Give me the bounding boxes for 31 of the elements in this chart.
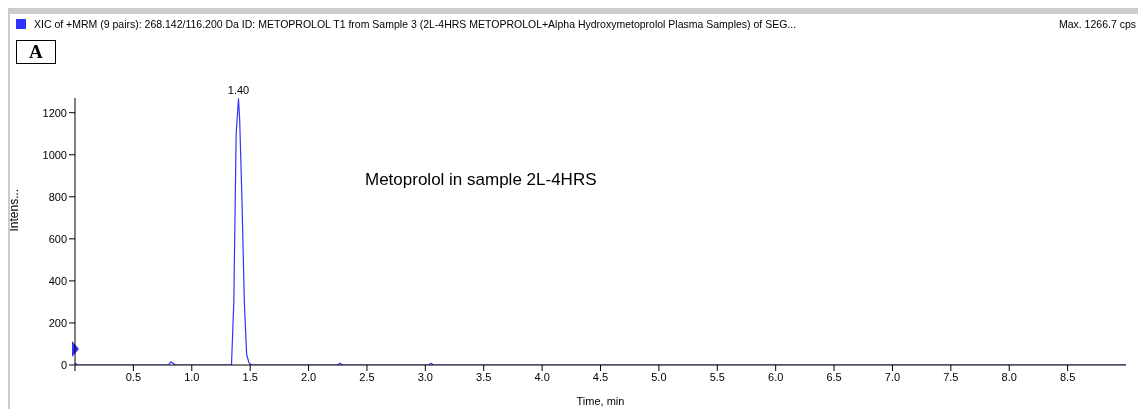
x-tick-label: 1.5 — [242, 370, 258, 383]
x-tick-label: 8.5 — [1059, 370, 1076, 383]
x-tick-label: 5.5 — [709, 370, 725, 383]
y-tick-label: 600 — [48, 232, 67, 245]
x-tick-label: 7.0 — [884, 370, 901, 383]
x-tick-label: 3.0 — [417, 370, 433, 383]
y-tick-label: 1000 — [42, 148, 67, 161]
y-tick-label: 400 — [48, 274, 67, 287]
annotation: Metoprolol in sample 2L-4HRS — [365, 170, 597, 190]
y-tick-label: 800 — [48, 190, 67, 203]
x-tick-label: 3.5 — [476, 370, 492, 383]
y-tick-label: 0 — [60, 358, 67, 371]
x-tick-label: 4.0 — [534, 370, 550, 383]
x-tick-label: 6.5 — [826, 370, 842, 383]
annotation: 1.40 — [227, 83, 250, 96]
x-tick-label: 2.5 — [359, 370, 375, 383]
x-tick-label: 1.0 — [184, 370, 200, 383]
x-tick-label: 8.0 — [1001, 370, 1017, 383]
x-tick-label: 0.5 — [125, 370, 142, 383]
x-tick-label: 4.5 — [592, 370, 609, 383]
y-tick-label: 1200 — [42, 106, 67, 119]
y-axis-title: Intens... — [7, 188, 22, 232]
x-tick-label: 7.5 — [943, 370, 959, 383]
x-tick-label: 6.0 — [768, 370, 784, 383]
text: Max. 1266.7 cps — [1058, 18, 1136, 30]
x-axis-title: Time, min — [576, 395, 625, 407]
text: A — [16, 40, 56, 64]
chart-title: XIC of +MRM (9 pairs): 268.142/116.200 Da ID: METOPROLOL T1 from Sample 3 (2L-4HRS METOPROLOL+Alpha Hydroxymetoprolol Plasma Samples) of SEG... — [34, 18, 798, 30]
x-tick-label: 2.0 — [300, 370, 317, 383]
y-tick-label: 200 — [48, 316, 67, 329]
x-tick-label: 5.0 — [651, 370, 667, 383]
